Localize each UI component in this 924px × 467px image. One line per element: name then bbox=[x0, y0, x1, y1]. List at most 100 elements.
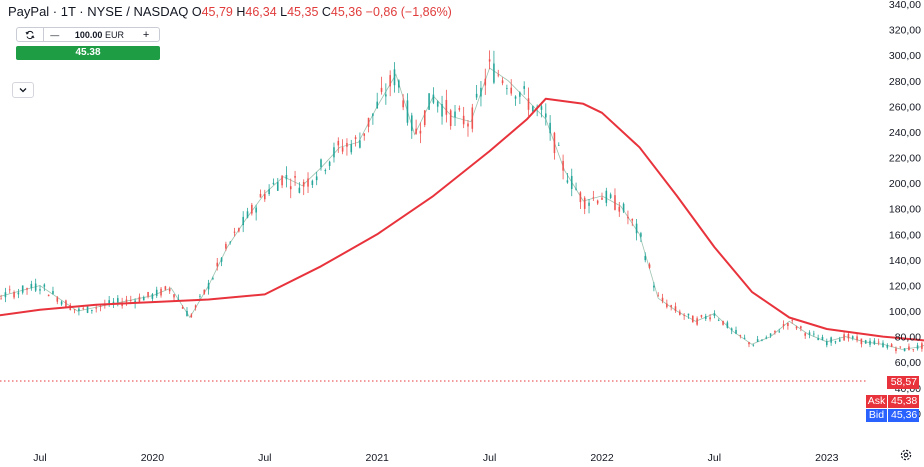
candle bbox=[480, 81, 482, 107]
candle bbox=[592, 190, 595, 201]
candle bbox=[730, 327, 733, 335]
candle bbox=[648, 262, 651, 269]
candle bbox=[627, 210, 629, 225]
candle bbox=[804, 332, 806, 339]
candle bbox=[691, 315, 694, 323]
candle bbox=[285, 166, 288, 188]
ohlc-open: O45,79 bbox=[192, 5, 237, 19]
y-tick-label: 300,00 bbox=[889, 50, 921, 62]
candle bbox=[653, 282, 655, 292]
candle bbox=[160, 286, 162, 298]
candle bbox=[640, 231, 642, 243]
candle bbox=[229, 240, 232, 245]
candle bbox=[138, 293, 141, 303]
candle bbox=[4, 287, 7, 303]
candle bbox=[60, 300, 63, 306]
currency-label: EUR bbox=[104, 29, 124, 40]
x-tick-label: 2022 bbox=[590, 452, 614, 464]
candle bbox=[782, 320, 785, 330]
candle bbox=[501, 77, 504, 86]
candle bbox=[726, 320, 729, 329]
candle bbox=[856, 333, 858, 343]
candle bbox=[622, 202, 625, 214]
candle bbox=[194, 304, 197, 311]
candle bbox=[294, 170, 296, 186]
candle bbox=[890, 342, 893, 348]
candle bbox=[220, 256, 223, 267]
candle bbox=[834, 340, 837, 345]
trade-price-button[interactable]: 45.38 bbox=[16, 46, 160, 60]
price-axis: 20,0040,0060,0080,00100,00120,00140,0016… bbox=[889, 0, 921, 420]
candle bbox=[78, 307, 80, 316]
ask-value: 45,38 bbox=[891, 395, 918, 407]
candle bbox=[523, 81, 525, 95]
candle bbox=[903, 348, 906, 352]
candle bbox=[735, 326, 737, 335]
y-tick-label: 260,00 bbox=[889, 101, 921, 113]
candle bbox=[302, 179, 305, 196]
candle bbox=[497, 69, 500, 78]
candle bbox=[432, 87, 435, 105]
candle bbox=[787, 322, 789, 330]
decrease-quantity-button[interactable]: — bbox=[50, 29, 60, 40]
refresh-icon[interactable] bbox=[17, 28, 43, 41]
candle bbox=[800, 325, 802, 332]
ohlc-low-value: 45,35 bbox=[287, 5, 319, 19]
candle bbox=[666, 299, 668, 309]
moving-average-line bbox=[0, 97, 924, 342]
candle bbox=[272, 178, 275, 185]
candle bbox=[324, 168, 327, 175]
candle bbox=[372, 113, 374, 125]
candle bbox=[155, 286, 158, 298]
candle bbox=[436, 100, 439, 113]
candle bbox=[337, 137, 340, 153]
candle bbox=[817, 334, 819, 341]
candle bbox=[389, 70, 391, 97]
divider bbox=[42, 28, 44, 41]
candle bbox=[73, 309, 76, 314]
candle bbox=[748, 341, 750, 348]
candle bbox=[899, 346, 902, 349]
candle bbox=[674, 302, 677, 313]
ohlc-open-key: O bbox=[191, 5, 202, 19]
bid-label: Bid bbox=[866, 409, 888, 422]
y-tick-label: 100,00 bbox=[889, 306, 921, 318]
candle bbox=[808, 330, 811, 339]
candle bbox=[838, 336, 841, 342]
candle bbox=[843, 331, 845, 342]
x-tick-label: 2021 bbox=[366, 452, 390, 464]
candle bbox=[212, 276, 214, 281]
increase-quantity-button[interactable]: + bbox=[142, 28, 150, 41]
candle bbox=[99, 305, 102, 312]
candle bbox=[488, 50, 491, 70]
quantity-field[interactable]: 100.00 EUR bbox=[66, 28, 134, 41]
candle bbox=[320, 158, 322, 171]
candle bbox=[739, 334, 742, 339]
candle bbox=[21, 285, 24, 295]
ohlc-open-value: 45,79 bbox=[201, 5, 233, 19]
gear-icon[interactable] bbox=[899, 448, 913, 462]
candle bbox=[683, 313, 685, 320]
candle bbox=[821, 334, 824, 341]
candle bbox=[921, 341, 923, 352]
candle bbox=[514, 95, 517, 106]
candle bbox=[635, 219, 638, 241]
candle bbox=[177, 294, 180, 301]
collapse-button[interactable] bbox=[12, 82, 34, 98]
candle bbox=[142, 295, 145, 301]
candle bbox=[346, 138, 348, 156]
candle bbox=[315, 171, 318, 186]
order-panel: — 100.00 EUR + bbox=[16, 27, 160, 42]
candle bbox=[225, 241, 227, 251]
candle bbox=[0, 294, 2, 300]
candle bbox=[475, 84, 478, 100]
candle bbox=[190, 313, 193, 318]
candle bbox=[579, 191, 582, 210]
candle bbox=[268, 184, 270, 196]
candle bbox=[493, 50, 495, 85]
candle bbox=[255, 204, 257, 221]
candle bbox=[644, 252, 647, 263]
candle bbox=[661, 293, 664, 304]
candle bbox=[216, 257, 219, 271]
